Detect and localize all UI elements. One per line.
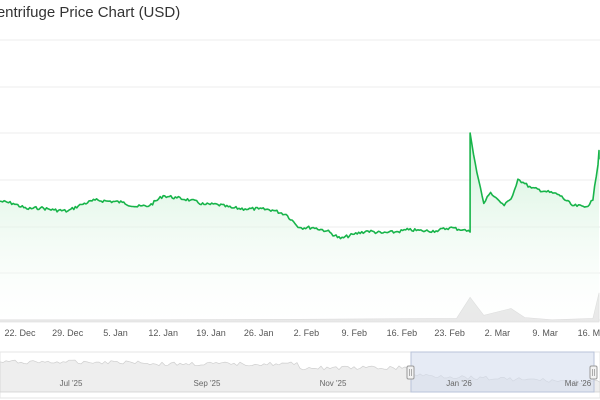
navigator-right-handle[interactable] (589, 365, 598, 380)
price-area-fill (0, 133, 599, 322)
x-axis-labels: 22. Dec 29. Dec 5. Jan 12. Jan 19. Jan 26. Ja… (4, 328, 600, 338)
x-tick-label: 29. Dec (52, 328, 84, 338)
x-tick-label: 22. Dec (4, 328, 36, 338)
x-tick-label: 2. Mar (485, 328, 511, 338)
x-tick-label: 23. Feb (434, 328, 465, 338)
navigator-x-labels: Jul '25 Sep '25 Nov '25 Jan '26 Mar '26 (60, 379, 592, 388)
navigator-tick-label: Mar '26 (565, 379, 592, 388)
x-tick-label: 19. Jan (196, 328, 226, 338)
x-tick-label: 9. Feb (341, 328, 367, 338)
navigator-selected-range[interactable] (410, 351, 595, 393)
x-tick-label: 26. Jan (244, 328, 274, 338)
x-tick-label: 9. Mar (532, 328, 558, 338)
navigator-tick-label: Jan '26 (446, 379, 472, 388)
x-tick-label: 16. Mar (578, 328, 600, 338)
navigator-left-handle[interactable] (406, 365, 415, 380)
navigator-tick-label: Sep '25 (194, 379, 221, 388)
x-tick-label: 2. Feb (294, 328, 320, 338)
navigator-tick-label: Nov '25 (320, 379, 347, 388)
x-tick-label: 5. Jan (103, 328, 128, 338)
price-line[interactable] (0, 132, 600, 240)
range-navigator[interactable]: Jul '25 Sep '25 Nov '25 Jan '26 Mar '26 (0, 351, 600, 399)
price-area (0, 133, 599, 322)
price-series-line[interactable] (0, 132, 600, 240)
navigator-tick-label: Jul '25 (60, 379, 83, 388)
x-tick-label: 16. Feb (387, 328, 418, 338)
chart-title: Centrifuge Price Chart (USD) (0, 4, 181, 21)
x-tick-label: 12. Jan (148, 328, 178, 338)
